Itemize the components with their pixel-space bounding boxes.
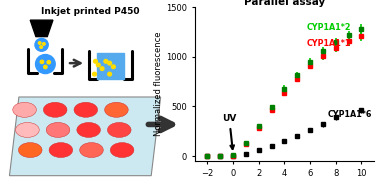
Circle shape: [35, 38, 48, 51]
Text: CYP1A1*1: CYP1A1*1: [307, 39, 351, 48]
Circle shape: [44, 65, 47, 69]
Circle shape: [39, 42, 41, 44]
Circle shape: [108, 72, 112, 76]
Circle shape: [47, 61, 51, 64]
Ellipse shape: [13, 102, 36, 117]
Circle shape: [96, 63, 100, 67]
Circle shape: [94, 59, 98, 63]
Circle shape: [104, 59, 108, 63]
Title: Parallel assay: Parallel assay: [244, 0, 325, 7]
Polygon shape: [30, 20, 53, 37]
Ellipse shape: [105, 102, 128, 117]
Ellipse shape: [77, 122, 101, 137]
Ellipse shape: [46, 122, 70, 137]
Circle shape: [108, 61, 112, 65]
Ellipse shape: [80, 143, 103, 158]
Polygon shape: [98, 53, 124, 79]
Text: Inkjet printed P450: Inkjet printed P450: [42, 7, 140, 16]
Circle shape: [43, 43, 45, 45]
Circle shape: [40, 46, 42, 48]
Circle shape: [112, 65, 115, 69]
Text: CYP1A1*6: CYP1A1*6: [327, 110, 372, 119]
Ellipse shape: [19, 143, 42, 158]
Circle shape: [93, 72, 96, 76]
Ellipse shape: [107, 122, 131, 137]
Y-axis label: Normalized fluorescence: Normalized fluorescence: [154, 32, 163, 137]
Circle shape: [40, 60, 43, 64]
Ellipse shape: [74, 102, 98, 117]
Ellipse shape: [110, 143, 134, 158]
Ellipse shape: [49, 143, 73, 158]
Polygon shape: [9, 97, 161, 176]
Text: UV: UV: [222, 114, 237, 149]
Circle shape: [36, 55, 55, 74]
Ellipse shape: [43, 102, 67, 117]
Circle shape: [100, 67, 104, 70]
Text: CYP1A1*2: CYP1A1*2: [307, 23, 351, 32]
Ellipse shape: [15, 122, 39, 137]
